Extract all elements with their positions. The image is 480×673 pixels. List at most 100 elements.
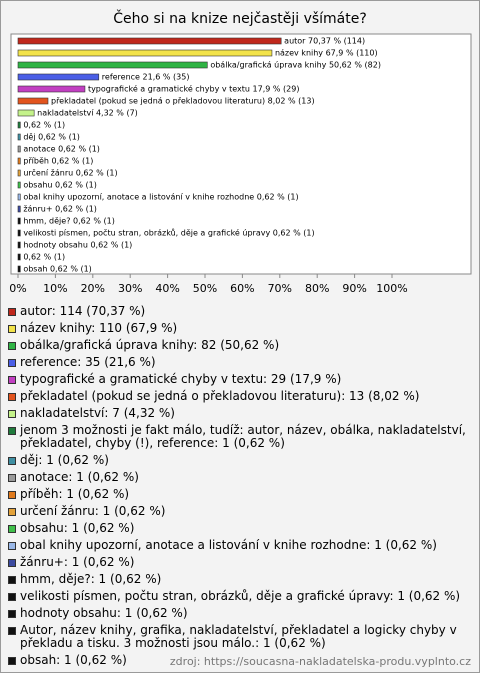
bar [17, 241, 21, 249]
bar [17, 49, 273, 57]
legend-item: obsah: 1 (0,62 %) [8, 654, 470, 667]
legend-swatch [8, 376, 16, 384]
legend-swatch [8, 474, 16, 482]
bar [17, 97, 49, 105]
x-tick-label: 100% [376, 282, 407, 295]
bar [17, 205, 21, 213]
chart-title: Čeho si na knize nejčastěji všímáte? [113, 9, 367, 27]
x-tick-label: 80% [305, 282, 329, 295]
legend-label: obsahu: 1 (0,62 %) [20, 521, 135, 535]
legend-label: typografické a gramatické chyby v textu:… [20, 372, 342, 386]
legend-item: reference: 35 (21,6 %) [8, 356, 470, 369]
legend-item: děj: 1 (0,62 %) [8, 454, 470, 467]
legend-label: anotace: 1 (0,62 %) [20, 470, 139, 484]
legend-item: určení žánru: 1 (0,62 %) [8, 505, 470, 518]
x-tick-label: 30% [118, 282, 142, 295]
bar-label: název knihy 67,9 % (110) [275, 49, 378, 58]
legend-swatch [8, 491, 16, 499]
legend-swatch [8, 525, 16, 533]
legend-item: název knihy: 110 (67,9 %) [8, 322, 470, 335]
legend-label: autor: 114 (70,37 %) [20, 304, 146, 318]
x-tick-label: 90% [342, 282, 366, 295]
legend-item: typografické a gramatické chyby v textu:… [8, 373, 470, 386]
legend-swatch [8, 610, 16, 618]
bar-label: nakladatelství 4,32 % (7) [37, 109, 138, 118]
legend-label: název knihy: 110 (67,9 %) [20, 321, 178, 335]
legend-swatch [8, 410, 16, 418]
legend-swatch [8, 559, 16, 567]
chart: Čeho si na knize nejčastěji všímáte? 0% 1… [9, 9, 472, 295]
legend-swatch [8, 542, 16, 550]
x-tick-label: 40% [155, 282, 179, 295]
legend-swatch [8, 427, 16, 435]
bar-label: 0,62 % (1) [23, 253, 65, 262]
x-tick-label: 20% [81, 282, 105, 295]
legend-swatch [8, 359, 16, 367]
legend-swatch [8, 508, 16, 516]
bar-label: autor 70,37 % (114) [284, 37, 365, 46]
x-tick-label: 10% [43, 282, 67, 295]
legend-swatch [8, 657, 16, 665]
bar [17, 229, 21, 237]
legend-swatch [8, 308, 16, 316]
legend-item: hodnoty obsahu: 1 (0,62 %) [8, 607, 470, 620]
bar [17, 121, 21, 129]
bar-label: děj 0,62 % (1) [23, 133, 80, 142]
legend-label: žánru+: 1 (0,62 %) [20, 555, 135, 569]
legend-item: příběh: 1 (0,62 %) [8, 488, 470, 501]
bar [17, 169, 21, 177]
legend-item: jenom 3 možnosti je fakt málo, tudíž: au… [8, 424, 470, 450]
bar-label: typografické a gramatické chyby v textu … [88, 84, 300, 94]
legend-item: obal knihy upozorní, anotace a listování… [8, 539, 470, 552]
bar [17, 253, 21, 261]
bar-label: obsahu 0,62 % (1) [23, 181, 97, 190]
bar [17, 85, 86, 93]
bar [17, 265, 21, 273]
bar-label: hmm, děje? 0,62 % (1) [23, 217, 115, 226]
bar-label: příběh 0,62 % (1) [23, 157, 93, 166]
legend-swatch [8, 393, 16, 401]
bar-label: velikosti písmen, počtu stran, obrázků, … [23, 228, 314, 238]
bar-label: reference 21,6 % (35) [102, 73, 190, 82]
bar-label: obálka/grafická úprava knihy 50,62 % (82… [210, 61, 381, 70]
bar [17, 157, 21, 165]
bar-label: žánru+ 0,62 % (1) [23, 205, 97, 214]
bar [17, 133, 21, 141]
bar-label: hodnoty obsahu 0,62 % (1) [23, 241, 132, 250]
bar [17, 181, 21, 189]
bar [17, 217, 21, 225]
legend-swatch [8, 457, 16, 465]
legend-label: jenom 3 možnosti je fakt málo, tudíž: au… [20, 423, 466, 450]
legend-swatch [8, 593, 16, 601]
legend-label: hmm, děje?: 1 (0,62 %) [20, 572, 162, 586]
legend-swatch [8, 342, 16, 350]
legend: autor: 114 (70,37 %) název knihy: 110 (67… [8, 305, 470, 671]
bar-label: obsah 0,62 % (1) [23, 265, 92, 274]
bar [17, 193, 21, 201]
bar [17, 145, 21, 153]
bar-label: anotace 0,62 % (1) [23, 145, 100, 154]
legend-item: autor: 114 (70,37 %) [8, 305, 470, 318]
legend-item: žánru+: 1 (0,62 %) [8, 556, 470, 569]
x-tick-label: 0% [9, 282, 26, 295]
legend-label: příběh: 1 (0,62 %) [20, 487, 130, 501]
legend-label: určení žánru: 1 (0,62 %) [20, 504, 166, 518]
legend-swatch [8, 576, 16, 584]
legend-label: překladatel (pokud se jedná o překladovo… [20, 389, 420, 403]
legend-label: děj: 1 (0,62 %) [20, 453, 109, 467]
legend-label: obálka/grafická úprava knihy: 82 (50,62 … [20, 338, 280, 352]
legend-item: velikosti písmen, počtu stran, obrázků, … [8, 590, 470, 603]
x-tick-label: 70% [268, 282, 292, 295]
legend-item: obsahu: 1 (0,62 %) [8, 522, 470, 535]
bar [17, 37, 282, 45]
legend-item: nakladatelství: 7 (4,32 %) [8, 407, 470, 420]
bar-label: obal knihy upozorní, anotace a listování… [23, 193, 298, 202]
legend-item: obálka/grafická úprava knihy: 82 (50,62 … [8, 339, 470, 352]
legend-swatch [8, 627, 16, 635]
bar [17, 73, 100, 81]
x-tick-label: 60% [230, 282, 254, 295]
legend-swatch [8, 325, 16, 333]
x-tick-label: 50% [193, 282, 217, 295]
legend-label: hodnoty obsahu: 1 (0,62 %) [20, 606, 188, 620]
